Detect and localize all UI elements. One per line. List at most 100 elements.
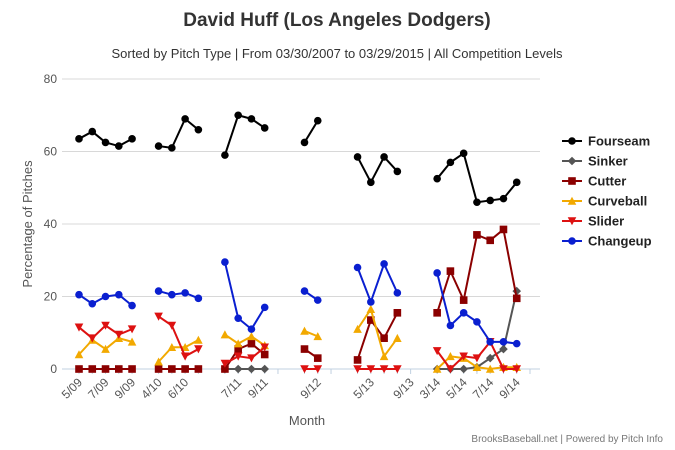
- cutter-point[interactable]: [88, 365, 97, 373]
- changeup-point[interactable]: [101, 292, 110, 301]
- slider-point[interactable]: [233, 352, 243, 361]
- cutter-point[interactable]: [446, 267, 455, 275]
- curveball-point[interactable]: [167, 342, 177, 352]
- curveball-point[interactable]: [432, 364, 442, 373]
- cutter-point[interactable]: [260, 350, 269, 359]
- sinker-point[interactable]: [485, 353, 495, 363]
- slider-point[interactable]: [101, 321, 110, 330]
- changeup-point[interactable]: [473, 318, 481, 326]
- changeup-point[interactable]: [353, 263, 362, 272]
- fourseam-point[interactable]: [486, 196, 495, 205]
- fourseam-point[interactable]: [367, 178, 375, 187]
- fourseam-point[interactable]: [353, 153, 362, 161]
- changeup-point[interactable]: [260, 303, 269, 312]
- fourseam-point[interactable]: [88, 127, 97, 136]
- fourseam-point[interactable]: [128, 135, 136, 143]
- changeup-point[interactable]: [181, 289, 189, 297]
- fourseam-point[interactable]: [247, 115, 256, 123]
- curveball-point[interactable]: [74, 350, 84, 359]
- cutter-point[interactable]: [313, 354, 322, 362]
- curveball-point[interactable]: [472, 362, 482, 371]
- fourseam-point[interactable]: [114, 142, 123, 150]
- fourseam-point[interactable]: [154, 142, 163, 150]
- cutter-point[interactable]: [353, 356, 362, 364]
- fourseam-point[interactable]: [433, 174, 441, 183]
- cutter-point[interactable]: [128, 365, 136, 373]
- slider-point[interactable]: [180, 352, 190, 361]
- fourseam-point[interactable]: [459, 149, 468, 158]
- fourseam-point[interactable]: [473, 198, 481, 207]
- sinker-point[interactable]: [233, 364, 243, 374]
- cutter-point[interactable]: [168, 365, 176, 373]
- slider-point[interactable]: [512, 365, 522, 374]
- curveball-point[interactable]: [366, 304, 376, 313]
- sinker-point[interactable]: [459, 364, 468, 374]
- curveball-point[interactable]: [233, 339, 243, 348]
- curveball-point[interactable]: [247, 332, 256, 341]
- changeup-point[interactable]: [433, 269, 441, 277]
- fourseam-point[interactable]: [75, 135, 83, 143]
- fourseam-point[interactable]: [446, 158, 455, 167]
- cutter-point[interactable]: [221, 365, 229, 373]
- legend-item-fourseam[interactable]: Fourseam: [562, 134, 650, 149]
- cutter-point[interactable]: [499, 225, 508, 234]
- fourseam-point[interactable]: [194, 125, 203, 134]
- slider-point[interactable]: [432, 347, 442, 356]
- fourseam-point[interactable]: [168, 144, 176, 152]
- changeup-point[interactable]: [499, 338, 508, 346]
- changeup-point[interactable]: [221, 258, 229, 266]
- slider-point[interactable]: [194, 345, 203, 354]
- slider-point[interactable]: [300, 365, 309, 374]
- fourseam-point[interactable]: [393, 167, 402, 176]
- fourseam-point[interactable]: [221, 151, 229, 159]
- changeup-point[interactable]: [486, 338, 495, 346]
- changeup-point[interactable]: [459, 309, 468, 317]
- slider-point[interactable]: [154, 312, 163, 321]
- slider-point[interactable]: [167, 321, 177, 330]
- fourseam-point[interactable]: [181, 115, 189, 123]
- changeup-point[interactable]: [194, 294, 203, 303]
- legend-item-cutter[interactable]: Cutter: [562, 174, 626, 189]
- slider-point[interactable]: [127, 325, 137, 334]
- cutter-point[interactable]: [300, 345, 309, 353]
- fourseam-point[interactable]: [234, 111, 242, 120]
- slider-point[interactable]: [366, 365, 376, 374]
- cutter-point[interactable]: [512, 294, 521, 303]
- fourseam-point[interactable]: [313, 116, 322, 125]
- slider-point[interactable]: [247, 354, 256, 363]
- slider-point[interactable]: [260, 343, 270, 352]
- curveball-point[interactable]: [127, 337, 137, 346]
- changeup-point[interactable]: [446, 321, 455, 330]
- changeup-point[interactable]: [168, 290, 176, 299]
- legend-item-changeup[interactable]: Changeup: [562, 234, 652, 249]
- fourseam-point[interactable]: [101, 138, 110, 147]
- cutter-point[interactable]: [393, 309, 402, 317]
- changeup-point[interactable]: [313, 296, 322, 304]
- slider-point[interactable]: [379, 365, 389, 374]
- slider-point[interactable]: [74, 323, 84, 332]
- changeup-point[interactable]: [367, 298, 375, 306]
- slider-point[interactable]: [459, 352, 468, 361]
- changeup-point[interactable]: [393, 289, 402, 297]
- fourseam-point[interactable]: [300, 138, 309, 147]
- curveball-point[interactable]: [313, 332, 323, 341]
- slider-point[interactable]: [472, 354, 482, 363]
- slider-point[interactable]: [114, 330, 124, 339]
- curveball-point[interactable]: [220, 330, 230, 339]
- cutter-point[interactable]: [154, 365, 163, 373]
- cutter-point[interactable]: [75, 365, 83, 373]
- cutter-point[interactable]: [234, 345, 242, 353]
- legend-item-sinker[interactable]: Sinker: [562, 154, 628, 169]
- curveball-point[interactable]: [393, 333, 402, 342]
- curveball-point[interactable]: [485, 364, 495, 373]
- fourseam-point[interactable]: [380, 153, 388, 161]
- curveball-point[interactable]: [379, 352, 389, 361]
- changeup-point[interactable]: [247, 325, 256, 333]
- curveball-point[interactable]: [194, 335, 203, 344]
- changeup-point[interactable]: [154, 287, 163, 295]
- cutter-point[interactable]: [181, 365, 189, 373]
- changeup-point[interactable]: [114, 290, 123, 299]
- cutter-point[interactable]: [101, 365, 110, 373]
- slider-point[interactable]: [87, 334, 97, 343]
- cutter-point[interactable]: [433, 309, 441, 317]
